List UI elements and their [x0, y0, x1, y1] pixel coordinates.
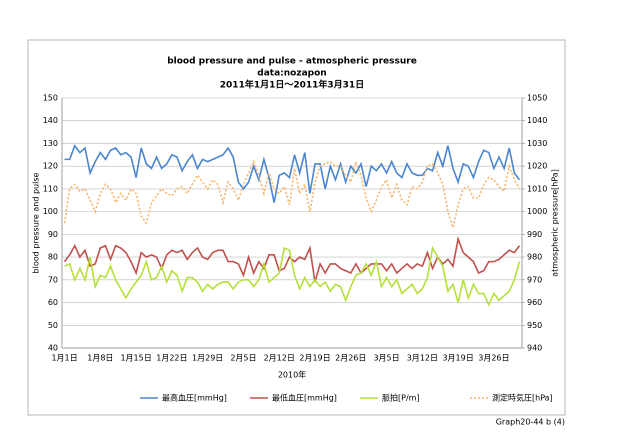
y-tick-label: 60 [48, 298, 58, 307]
y2-axis-label: atmospheric pressure[hPa] [551, 169, 560, 277]
x-tick-label: 1月22日 [156, 354, 187, 363]
y-tick-label: 40 [48, 344, 58, 353]
x-tick-label: 3月5日 [373, 354, 399, 363]
legend-label: 脈拍[P/m] [382, 393, 420, 403]
y2-tick-label: 1050 [527, 94, 547, 103]
series-line [64, 245, 521, 307]
footer: Graph20-44 b (4) [496, 418, 565, 427]
x-tick-label: 2月12日 [264, 354, 295, 363]
y-tick-label: 90 [48, 230, 58, 239]
y2-tick-label: 1010 [527, 184, 547, 193]
legend-label: 測定時気圧[hPa] [492, 393, 553, 403]
legend-label: 最高血圧[mmHg] [162, 393, 227, 403]
y-tick-label: 130 [43, 139, 58, 148]
y2-tick-label: 990 [527, 230, 542, 239]
y-tick-label: 110 [43, 184, 58, 193]
y-tick-label: 80 [48, 253, 58, 262]
y2-tick-label: 1040 [527, 116, 547, 125]
y2-tick-label: 960 [527, 298, 542, 307]
x-tick-label: 1月15日 [120, 354, 151, 363]
chart-title: blood pressure and pulse - atmospheric p… [167, 57, 417, 67]
x-tick-label: 1月8日 [87, 354, 113, 363]
y2-tick-label: 1000 [527, 207, 547, 216]
x-tick-label: 3月12日 [407, 354, 438, 363]
series-line [64, 144, 521, 203]
x-tick-label: 2月26日 [335, 354, 366, 363]
y-tick-label: 100 [43, 207, 58, 216]
x-tick-label: 2月5日 [230, 354, 256, 363]
y2-tick-label: 1020 [527, 162, 547, 171]
x-tick-label: 3月19日 [442, 354, 473, 363]
y2-tick-label: 970 [527, 275, 542, 284]
y-axis-label: blood pressure and pulse [32, 172, 41, 273]
y-tick-label: 50 [48, 321, 58, 330]
chart-border [27, 39, 566, 416]
x-tick-label: 1月1日 [51, 354, 77, 363]
legend-label: 最低血圧[mmHg] [272, 393, 337, 403]
x-tick-label: 2月19日 [299, 354, 330, 363]
y-tick-label: 150 [43, 94, 58, 103]
x-axis-label: 2010年 [278, 370, 306, 380]
date-range: 2011年1月1日～2011年3月31日 [220, 79, 364, 91]
y2-tick-label: 980 [527, 253, 542, 262]
y2-tick-label: 950 [527, 321, 542, 330]
y2-tick-label: 940 [527, 344, 542, 353]
y2-tick-label: 1030 [527, 139, 547, 148]
y-tick-label: 120 [43, 162, 58, 171]
chart-subtitle: data:nozapon [257, 69, 326, 79]
series-line [63, 158, 521, 231]
x-tick-label: 3月26日 [478, 354, 509, 363]
x-tick-label: 1月29日 [192, 354, 223, 363]
y-tick-label: 70 [48, 275, 58, 284]
y-tick-label: 140 [43, 116, 58, 125]
